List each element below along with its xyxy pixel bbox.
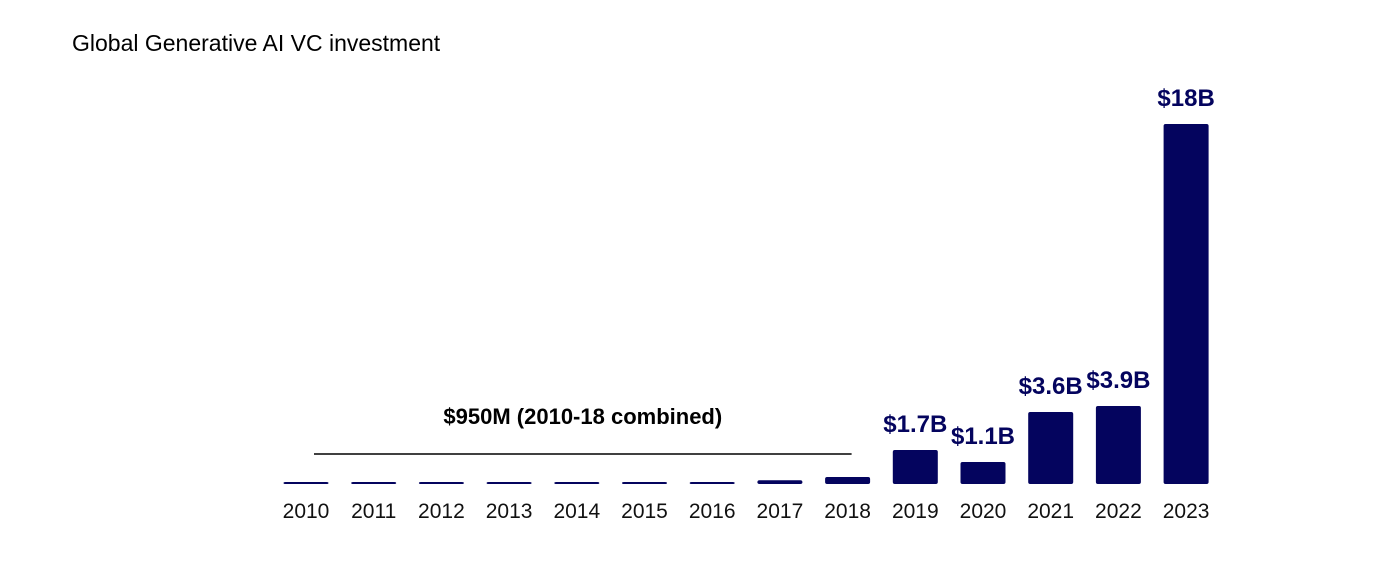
x-tick-label-2020: 2020 [960, 500, 1007, 523]
x-tick-label-2011: 2011 [351, 500, 396, 523]
bar-2014 [554, 482, 600, 484]
bar-2013 [486, 482, 532, 484]
x-tick-label-2010: 2010 [283, 500, 330, 523]
bar-2010 [283, 482, 329, 484]
value-label-2023: $18B [1157, 85, 1214, 112]
bars-group [283, 124, 1209, 484]
x-tick-label-2014: 2014 [553, 500, 600, 523]
value-label-2019: $1.7B [883, 411, 947, 438]
bar-2012 [418, 482, 464, 484]
x-tick-label-2019: 2019 [892, 500, 939, 523]
bar-2020 [960, 462, 1006, 484]
x-tick-label-2013: 2013 [486, 500, 533, 523]
bar-2021 [1028, 412, 1074, 484]
bar-2015 [622, 482, 667, 484]
x-tick-label-2015: 2015 [621, 500, 668, 523]
x-tick-label-2021: 2021 [1027, 500, 1074, 523]
x-axis-ticks: 2010 2011 2012 2013 2014 2015 2016 2017 2018 2019… [283, 500, 1210, 523]
value-label-2022: $3.9B [1086, 367, 1150, 394]
x-tick-label-2012: 2012 [418, 500, 465, 523]
chart-title: Global Generative AI VC investment [72, 30, 441, 56]
bar-2016 [689, 482, 735, 484]
value-label-2021: $3.6B [1019, 373, 1083, 400]
x-tick-label-2016: 2016 [689, 500, 736, 523]
annotation-label: $950M (2010-18 combined) [443, 404, 722, 429]
x-tick-label-2023: 2023 [1163, 500, 1210, 523]
bar-2019 [892, 450, 938, 484]
bar-2018 [825, 477, 871, 484]
x-tick-label-2018: 2018 [824, 500, 871, 523]
value-label-2020: $1.1B [951, 423, 1015, 450]
annotation-group: $950M (2010-18 combined) [314, 404, 852, 455]
x-tick-label-2017: 2017 [757, 500, 804, 523]
bar-2017 [757, 480, 803, 484]
x-tick-label-2022: 2022 [1095, 500, 1142, 523]
bar-2011 [351, 482, 397, 484]
value-labels-group: $1.7B $1.1B$3.6B $3.9B $18B [883, 85, 1215, 450]
bar-2022 [1095, 406, 1141, 484]
bar-2023 [1163, 124, 1209, 484]
